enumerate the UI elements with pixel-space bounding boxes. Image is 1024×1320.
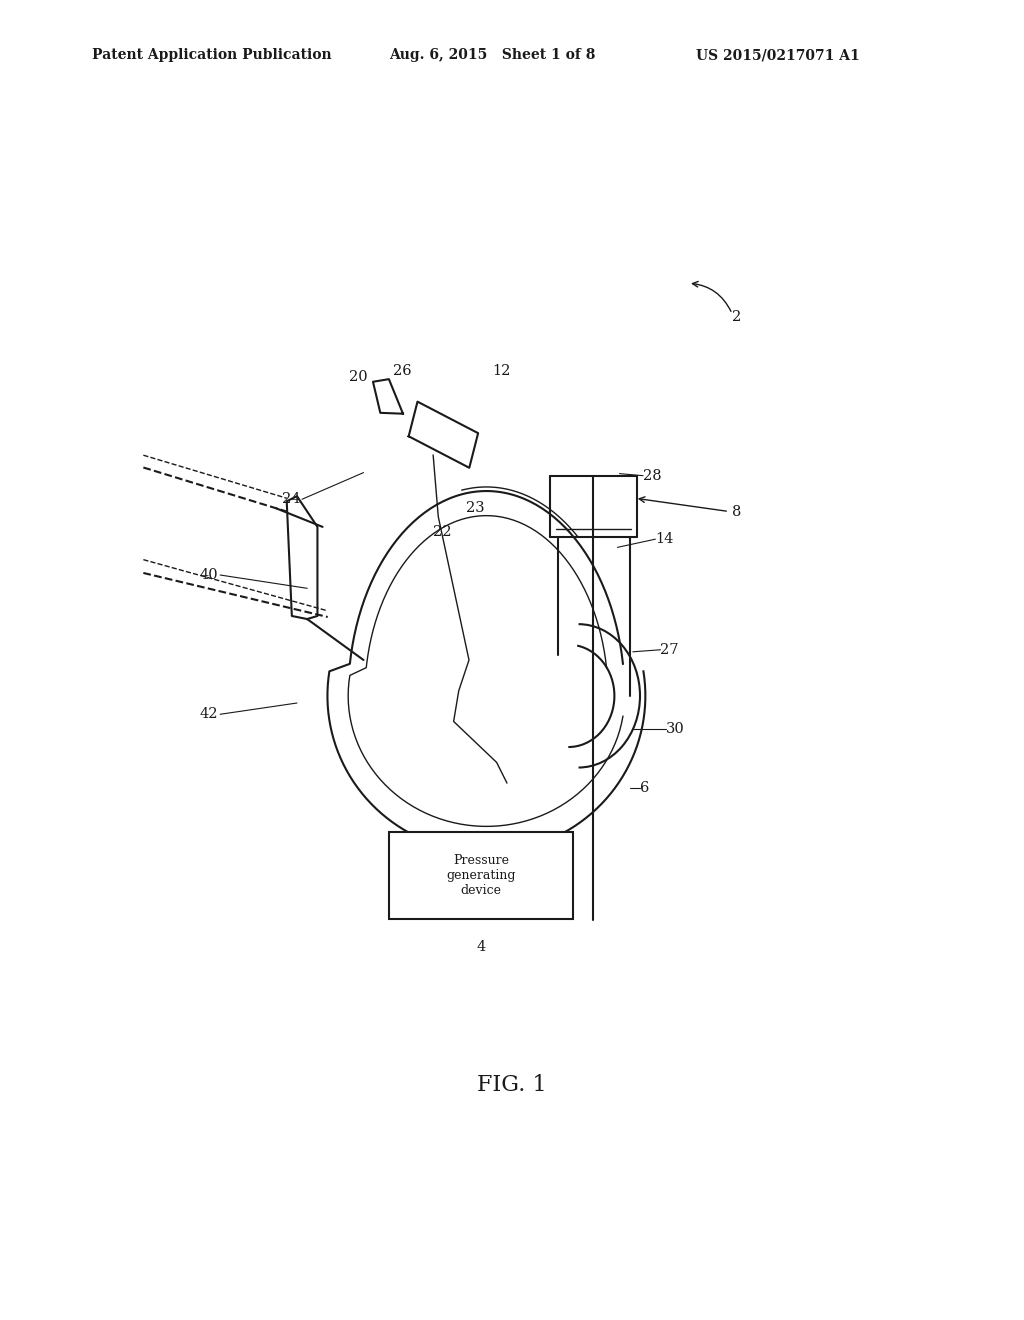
Text: 30: 30: [666, 722, 684, 735]
Text: 27: 27: [660, 643, 679, 657]
Text: FIG. 1: FIG. 1: [477, 1074, 547, 1096]
Text: 14: 14: [655, 532, 674, 546]
Text: 6: 6: [640, 781, 649, 795]
Text: 8: 8: [732, 504, 741, 519]
Text: 23: 23: [466, 502, 484, 515]
Text: 20: 20: [349, 370, 368, 384]
Text: US 2015/0217071 A1: US 2015/0217071 A1: [696, 49, 860, 62]
Text: 22: 22: [433, 525, 452, 539]
Text: 40: 40: [200, 568, 218, 582]
Text: 2: 2: [732, 310, 741, 323]
Text: 12: 12: [493, 364, 511, 379]
Text: Pressure
generating
device: Pressure generating device: [446, 854, 516, 896]
Text: 26: 26: [393, 364, 412, 379]
Text: 42: 42: [200, 708, 218, 721]
Text: 4: 4: [476, 940, 486, 953]
Text: 28: 28: [643, 469, 662, 483]
Text: 24: 24: [282, 492, 300, 507]
Text: Aug. 6, 2015   Sheet 1 of 8: Aug. 6, 2015 Sheet 1 of 8: [389, 49, 596, 62]
FancyBboxPatch shape: [389, 832, 573, 919]
Text: Patent Application Publication: Patent Application Publication: [92, 49, 332, 62]
